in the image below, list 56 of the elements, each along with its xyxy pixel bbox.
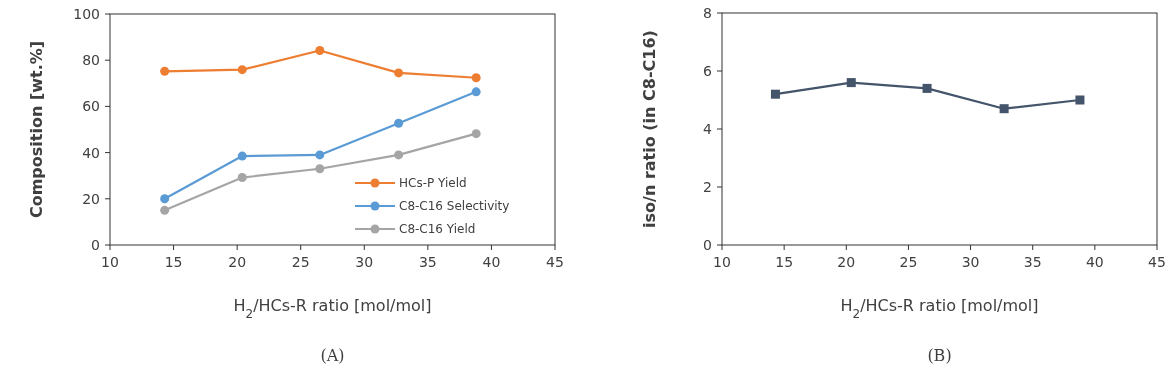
x-axis-title: H$_{2}$/HCs-R ratio [mol/mol]	[233, 296, 432, 321]
point	[394, 68, 404, 78]
y-tick-label: 80	[82, 52, 100, 69]
legend-label: HCs-P Yield	[399, 176, 467, 190]
y-tick-label: 2	[703, 179, 712, 195]
x-tick-label: 10	[101, 254, 119, 270]
point	[160, 194, 170, 204]
x-tick-label: 15	[775, 254, 794, 270]
point	[237, 151, 247, 161]
point	[315, 46, 325, 55]
point	[846, 78, 856, 88]
point	[471, 73, 481, 83]
x-tick-label: 30	[961, 254, 980, 270]
x-tick-label: 35	[418, 254, 437, 270]
x-tick-label: 40	[1085, 254, 1104, 270]
y-tick-label: 60	[82, 98, 100, 115]
point	[999, 104, 1009, 114]
x-tick-label: 20	[837, 254, 856, 270]
legend-label: C8-C16 Selectivity	[399, 199, 510, 213]
point	[471, 87, 481, 97]
point	[237, 65, 247, 75]
x-tick-label: 45	[546, 254, 564, 270]
point	[922, 83, 932, 93]
y-tick-label: 4	[703, 121, 713, 137]
text: (A)	[320, 346, 345, 365]
x-tick-label: 25	[291, 254, 310, 270]
x-tick-label: 20	[228, 254, 247, 270]
x-tick-label: 45	[1148, 254, 1166, 270]
x-axis-title: H$_{2}$/HCs-R ratio [mol/mol]	[840, 296, 1039, 321]
y-tick-label: 100	[73, 6, 100, 22]
point	[394, 118, 404, 128]
point	[160, 66, 170, 76]
x-tick-label: 15	[164, 254, 183, 270]
point	[160, 205, 170, 215]
x-tick-label: 25	[899, 254, 918, 270]
y-tick-label: 40	[82, 144, 100, 161]
text: (B)	[927, 346, 952, 365]
point	[315, 150, 325, 160]
y-tick-label: 8	[703, 5, 712, 21]
point	[770, 89, 780, 99]
point	[471, 129, 481, 139]
point	[1075, 95, 1085, 105]
point	[237, 173, 247, 183]
y-tick-label: 0	[91, 237, 100, 253]
x-tick-label: 10	[713, 254, 731, 270]
x-tick-label: 35	[1023, 254, 1042, 270]
x-tick-label: 30	[355, 254, 374, 270]
y-tick-label: 6	[703, 63, 713, 79]
y-axis-title: iso/n ratio (in C8-C16)	[640, 30, 659, 228]
point	[315, 164, 325, 174]
y-tick-label: 0	[703, 237, 712, 253]
y-tick-label: 20	[82, 190, 100, 207]
legend-label: C8-C16 Yield	[399, 222, 476, 236]
y-axis-title: Composition [wt.%]	[27, 40, 46, 219]
x-tick-label: 40	[482, 254, 501, 270]
point	[394, 150, 404, 160]
